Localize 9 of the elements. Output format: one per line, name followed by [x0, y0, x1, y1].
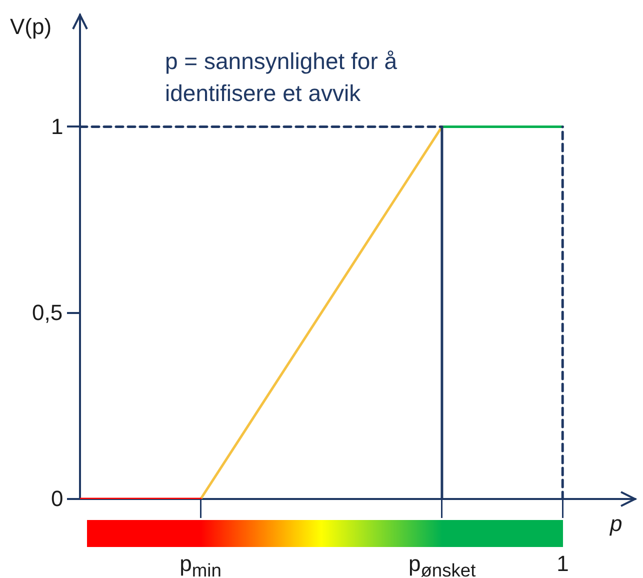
- x-tick-label: 1: [556, 551, 569, 577]
- y-tick-label: 0: [51, 486, 64, 512]
- y-tick-label: 0,5: [32, 300, 63, 326]
- x-tick-label: p$_{ønsket}$: [408, 551, 476, 578]
- annotation: p = sannsynlighet for å identifisere et avvik: [165, 47, 398, 108]
- y-tick-label: 1: [51, 114, 64, 140]
- x-axis-title: p: [610, 511, 622, 537]
- x-tick-label: p$_{min}$: [180, 551, 222, 578]
- y-axis-title: V(p): [10, 14, 52, 40]
